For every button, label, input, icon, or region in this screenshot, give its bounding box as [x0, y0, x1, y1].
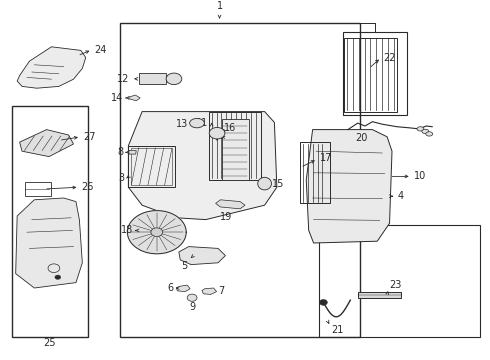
Bar	[12, 106, 88, 337]
Bar	[24, 182, 51, 196]
Text: 27: 27	[83, 132, 96, 142]
Ellipse shape	[426, 132, 433, 136]
Text: 11: 11	[196, 118, 208, 128]
Circle shape	[55, 275, 61, 279]
Ellipse shape	[190, 118, 204, 128]
Text: 6: 6	[167, 283, 173, 293]
Text: 9: 9	[189, 302, 195, 312]
Polygon shape	[129, 150, 136, 154]
Ellipse shape	[417, 127, 424, 131]
Text: 19: 19	[220, 212, 232, 222]
Polygon shape	[127, 211, 186, 254]
Text: 21: 21	[331, 325, 343, 335]
Text: 2: 2	[219, 129, 225, 139]
Text: 23: 23	[390, 280, 402, 290]
Polygon shape	[202, 288, 217, 294]
Circle shape	[166, 73, 182, 85]
Bar	[300, 142, 330, 203]
Text: 10: 10	[414, 171, 426, 181]
Text: 3: 3	[119, 173, 124, 183]
Text: 24: 24	[94, 45, 106, 55]
Polygon shape	[176, 285, 190, 292]
Ellipse shape	[422, 129, 429, 134]
Polygon shape	[306, 130, 392, 243]
Circle shape	[319, 300, 327, 305]
Text: 15: 15	[271, 179, 284, 189]
Bar	[344, 38, 397, 112]
Bar	[131, 148, 172, 185]
Text: 16: 16	[224, 123, 237, 133]
Bar	[358, 292, 401, 298]
Bar	[120, 23, 360, 337]
Text: 1: 1	[217, 1, 222, 11]
Polygon shape	[129, 95, 140, 101]
Circle shape	[187, 294, 197, 301]
Bar	[209, 112, 261, 180]
Text: 4: 4	[398, 191, 404, 201]
Text: 17: 17	[319, 153, 332, 163]
Circle shape	[209, 127, 225, 139]
Text: 20: 20	[355, 133, 368, 143]
Text: 5: 5	[181, 261, 187, 271]
Polygon shape	[128, 112, 277, 220]
Text: 26: 26	[81, 182, 94, 192]
Text: 18: 18	[121, 225, 133, 235]
Polygon shape	[20, 130, 74, 157]
Circle shape	[151, 228, 163, 237]
Ellipse shape	[258, 177, 271, 190]
Bar	[128, 146, 175, 187]
Polygon shape	[179, 247, 225, 265]
Text: 25: 25	[43, 338, 55, 348]
Text: 14: 14	[111, 93, 123, 103]
Polygon shape	[16, 198, 82, 288]
Bar	[222, 119, 249, 180]
Polygon shape	[17, 47, 86, 88]
Text: 7: 7	[219, 285, 225, 296]
Bar	[318, 225, 480, 337]
Bar	[139, 73, 166, 84]
Text: 13: 13	[176, 119, 188, 129]
Text: 12: 12	[117, 74, 129, 84]
Bar	[343, 32, 407, 115]
Text: 22: 22	[383, 53, 396, 63]
Polygon shape	[216, 200, 245, 209]
Text: 8: 8	[118, 147, 123, 157]
